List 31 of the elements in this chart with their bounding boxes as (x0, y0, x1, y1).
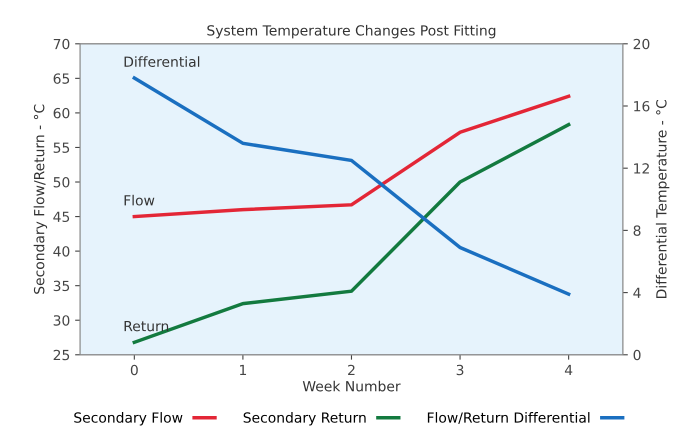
y-tick-label: 50 (54, 176, 70, 188)
annotation: Flow (124, 194, 154, 206)
legend-label: Secondary Return (244, 412, 366, 426)
y-tick-label: 35 (54, 280, 70, 292)
y-tick-label: 60 (54, 108, 70, 118)
y2-tick-label: 0 (634, 350, 641, 360)
y2-tick-label: 4 (633, 288, 641, 298)
x-tick-label: 2 (348, 364, 355, 376)
y2-axis-title: Differential Temperature - °C (656, 100, 670, 298)
x-tick-label: 1 (240, 364, 246, 376)
x-axis-title: Week Number (302, 380, 401, 392)
y-tick-label: 30 (54, 315, 70, 326)
y-axis-title: Secondary Flow/Return - °C (34, 104, 48, 294)
x-tick-label: 4 (564, 364, 572, 376)
y2-tick-label: 20 (634, 38, 650, 50)
y-tick-label: 40 (53, 246, 70, 257)
y2-tick-label: 16 (634, 100, 650, 112)
y-tick-label: 25 (54, 350, 70, 360)
annotation: Differential (124, 56, 200, 67)
legend-label: Secondary Flow (74, 412, 182, 426)
x-tick-label: 0 (130, 364, 138, 376)
x-tick-label: 3 (456, 364, 464, 376)
y2-tick-label: 8 (634, 225, 641, 236)
y2-tick-label: 12 (634, 163, 649, 174)
y-tick-label: 55 (54, 142, 70, 153)
chart-title: System Temperature Changes Post Fitting (207, 24, 496, 38)
annotation: Return (124, 320, 168, 332)
y-tick-label: 65 (54, 73, 70, 84)
y-tick-label: 70 (54, 38, 70, 50)
legend-label: Flow/Return Differential (428, 412, 590, 424)
y-tick-label: 45 (53, 212, 70, 222)
